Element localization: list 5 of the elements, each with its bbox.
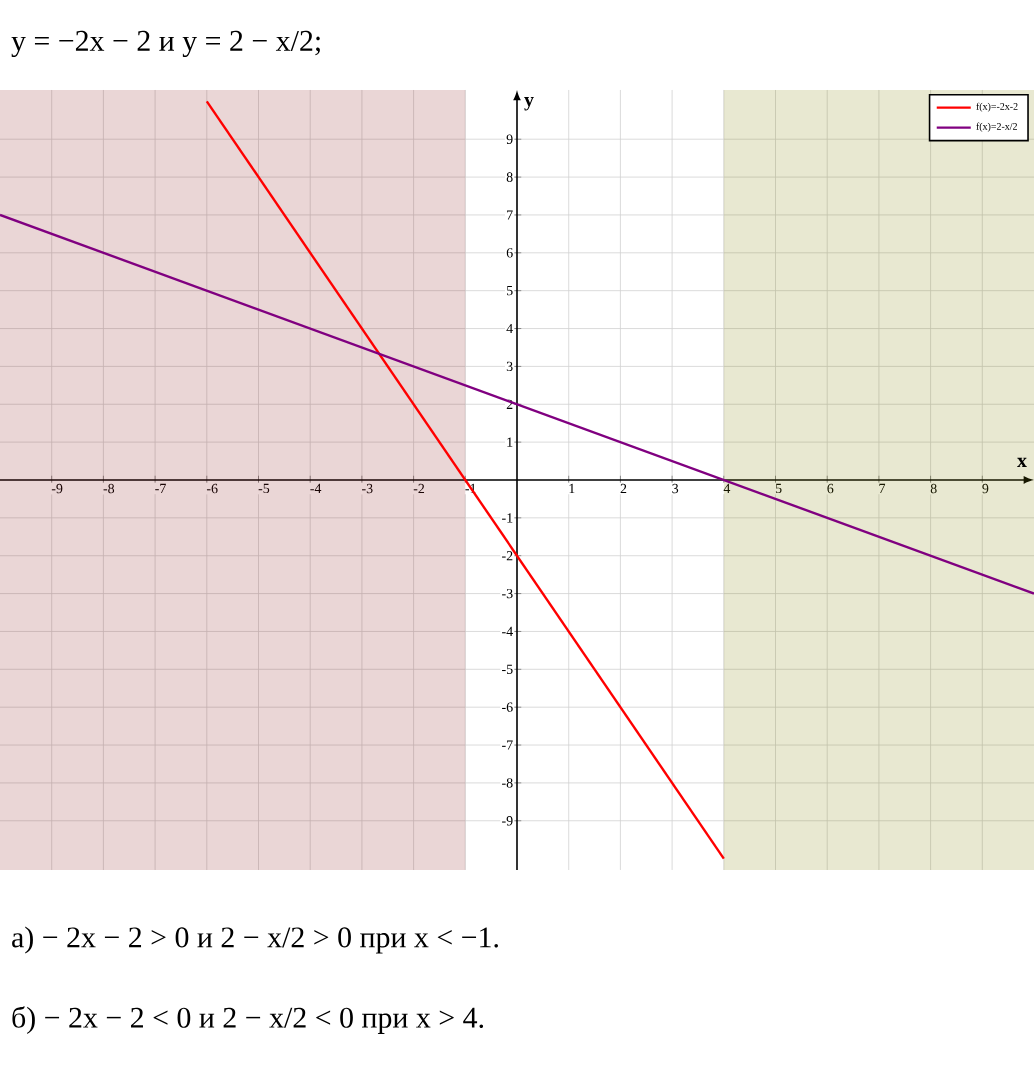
text: б) − 2x − 2 < 0 и 2 − x/2 < 0 при x > 4. [12,1006,484,1034]
x-axis-title: x [1017,457,1027,467]
y-axis-title: y [524,97,534,111]
chart-title: y = −2x − 2 и y = 2 − x/2; [11,30,320,58]
text: а) − 2x − 2 > 0 и 2 − x/2 > 0 при x < −1. [12,926,498,954]
